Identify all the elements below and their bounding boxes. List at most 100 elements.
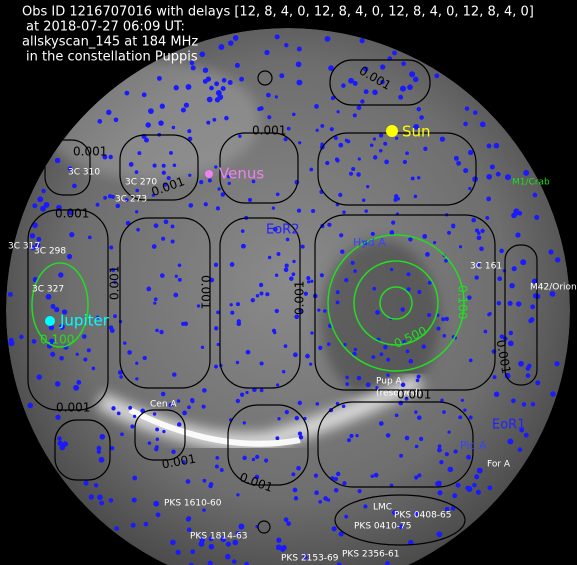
source-label: PKS 1814-63 <box>190 532 248 542</box>
source-dot <box>523 169 530 176</box>
source-label: M1/Crab <box>512 178 550 188</box>
field-label: EoR2 <box>266 223 299 238</box>
source-dot <box>364 209 368 213</box>
source-label: Pup A <box>376 377 403 387</box>
source-dot <box>419 115 424 120</box>
source-dot <box>83 357 88 362</box>
source-dot <box>225 553 231 560</box>
source-dot <box>232 539 239 546</box>
source-dot <box>389 267 394 272</box>
source-dot <box>294 415 300 421</box>
source-dot <box>201 404 206 409</box>
source-dot <box>437 444 442 449</box>
source-dot <box>29 233 36 239</box>
source-dot <box>363 66 369 72</box>
source-dot <box>161 236 166 241</box>
source-dot <box>535 380 541 386</box>
source-dot <box>190 65 196 71</box>
source-dot <box>152 412 157 416</box>
source-dot <box>274 273 279 277</box>
source-dot <box>59 356 64 361</box>
source-dot <box>439 460 444 465</box>
source-dot <box>323 309 327 313</box>
source-dot <box>442 410 446 414</box>
source-dot <box>283 137 288 142</box>
source-dot <box>372 155 378 160</box>
source-dot <box>485 215 490 220</box>
source-dot <box>320 123 325 128</box>
source-dot <box>8 337 14 343</box>
source-dot <box>32 222 38 229</box>
source-dot <box>163 219 169 225</box>
source-dot <box>372 286 377 291</box>
source-dot <box>493 142 500 149</box>
source-dot <box>181 460 186 465</box>
source-dot <box>344 514 349 519</box>
source-dot <box>137 151 142 156</box>
source-dot <box>267 255 272 260</box>
source-dot <box>41 188 46 194</box>
source-dot <box>259 291 264 296</box>
source-dot <box>341 83 346 88</box>
source-dot <box>442 333 447 338</box>
contour-label: 0.001 <box>293 281 307 315</box>
source-dot <box>289 276 294 281</box>
source-dot <box>402 159 408 165</box>
source-dot <box>177 277 182 282</box>
source-label: LMC <box>373 503 392 513</box>
source-dot <box>255 293 260 298</box>
source-dot <box>214 464 219 469</box>
source-dot <box>495 171 501 177</box>
source-dot <box>130 424 135 429</box>
source-dot <box>476 235 482 241</box>
source-dot <box>347 438 351 443</box>
source-dot <box>135 188 139 193</box>
source-dot <box>214 81 220 87</box>
source-dot <box>83 480 89 486</box>
source-dot <box>530 402 536 407</box>
source-dot <box>190 549 196 555</box>
source-dot <box>238 523 245 530</box>
source-dot <box>499 334 505 339</box>
source-dot <box>135 210 139 214</box>
source-dot <box>416 176 421 180</box>
source-dot <box>91 366 96 371</box>
source-dot <box>271 206 276 210</box>
source-dot <box>402 339 406 344</box>
source-dot <box>274 308 279 314</box>
contour-label: 0.100 <box>40 333 74 347</box>
source-dot <box>338 142 344 148</box>
source-dot <box>291 472 296 477</box>
contour-label: 0.100 <box>456 285 470 319</box>
contour-label: 0.001 <box>252 124 286 138</box>
source-dot <box>124 198 129 202</box>
source-dot <box>486 196 492 202</box>
source-dot <box>324 36 331 42</box>
source-dot <box>279 73 285 79</box>
source-dot <box>434 73 440 79</box>
source-dot <box>56 204 62 211</box>
source-dot <box>58 272 64 278</box>
source-label: Pic A <box>460 439 487 452</box>
source-dot <box>425 252 430 257</box>
source-dot <box>113 280 117 285</box>
source-dot <box>108 154 113 160</box>
source-dot <box>391 220 396 225</box>
source-dot <box>550 391 556 397</box>
source-dot <box>350 260 355 265</box>
source-dot <box>507 438 514 445</box>
source-dot <box>159 103 165 109</box>
source-label: PKS 2356-61 <box>342 550 400 560</box>
source-dot <box>437 490 443 496</box>
source-dot <box>418 436 424 442</box>
source-dot <box>251 457 256 462</box>
source-dot <box>115 203 121 209</box>
source-dot <box>386 373 390 377</box>
source-dot <box>207 178 212 183</box>
source-dot <box>404 396 409 401</box>
source-dot <box>532 192 538 198</box>
source-dot <box>507 340 514 347</box>
contour-label: 0.001 <box>73 145 107 159</box>
source-dot <box>219 468 224 472</box>
source-dot <box>50 351 56 357</box>
